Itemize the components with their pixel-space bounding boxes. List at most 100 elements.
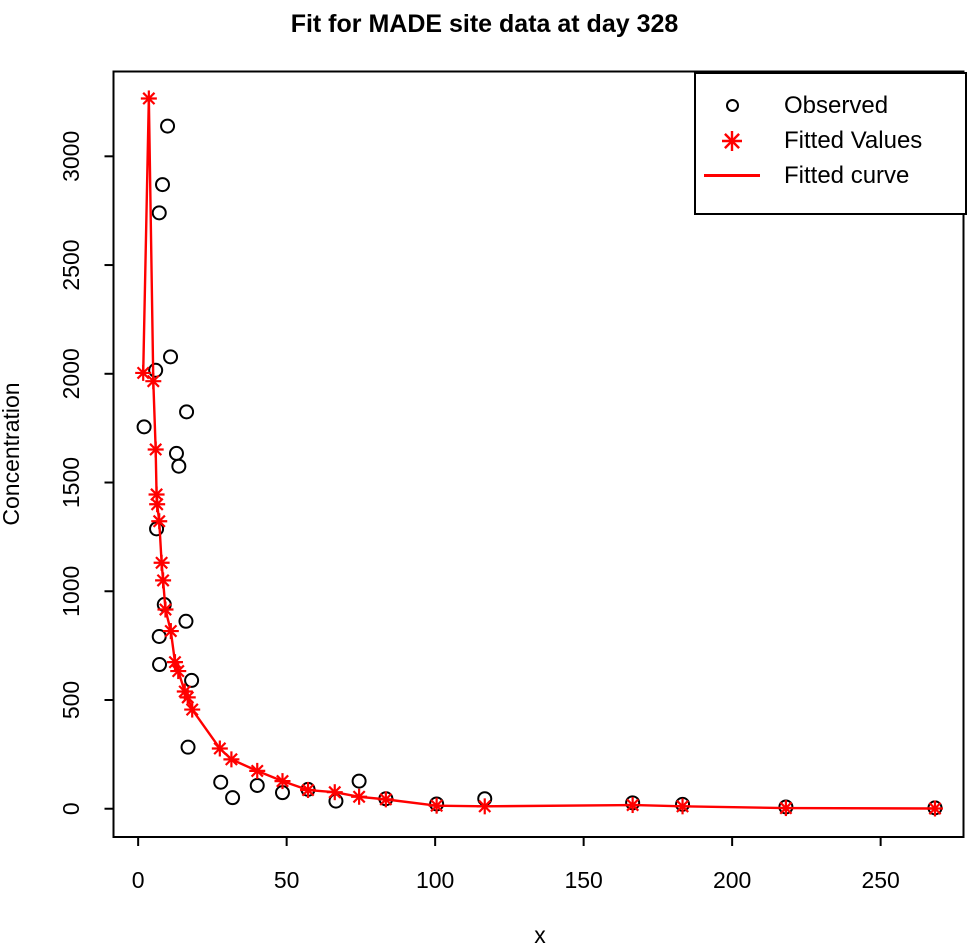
x-axis-tick-label: 150 bbox=[564, 867, 602, 893]
fitted-point bbox=[151, 513, 168, 530]
fitted-point-spoke bbox=[779, 801, 793, 815]
y-axis-title: Concentration bbox=[0, 382, 24, 526]
y-axis-tick-label: 3000 bbox=[58, 131, 84, 182]
observed-point bbox=[136, 419, 152, 435]
fitted-point bbox=[179, 689, 196, 706]
fitted-point bbox=[145, 373, 162, 390]
fitted-point bbox=[147, 441, 164, 458]
x-axis-tick-label: 200 bbox=[713, 867, 751, 893]
fitted-point-spoke bbox=[352, 790, 366, 804]
fitted-point bbox=[300, 782, 317, 799]
fitted-point-spoke bbox=[185, 703, 199, 716]
fitted-point-spoke bbox=[171, 664, 185, 678]
fitted-point bbox=[148, 486, 165, 503]
observed-point bbox=[152, 657, 168, 673]
legend-label-observed: Observed bbox=[784, 91, 889, 119]
fitted-point-spoke bbox=[276, 774, 289, 788]
fitted-point-spoke bbox=[178, 685, 192, 698]
fitted-point bbox=[476, 798, 493, 815]
fitted-point-spoke bbox=[213, 742, 227, 755]
observed-legend-symbol-cell bbox=[696, 99, 768, 112]
observed-point bbox=[151, 205, 167, 221]
fitted-point-spoke bbox=[136, 366, 150, 380]
fitted-point bbox=[777, 800, 794, 817]
observed-point bbox=[180, 739, 196, 755]
observed-point bbox=[213, 774, 229, 790]
fitted-point-spoke bbox=[142, 92, 156, 105]
observed-point bbox=[225, 790, 241, 806]
fitted-point bbox=[428, 797, 445, 814]
fitted-point bbox=[377, 791, 394, 808]
observed-point bbox=[148, 362, 164, 378]
x-axis-tick-label: 250 bbox=[861, 867, 899, 893]
x-axis-tick-label: 100 bbox=[416, 867, 454, 893]
x-axis-tick-label: 50 bbox=[274, 867, 300, 893]
observed-point bbox=[149, 521, 165, 537]
open-circle-icon bbox=[725, 99, 739, 112]
fitted-point-spoke bbox=[301, 783, 315, 797]
observed-point bbox=[351, 773, 367, 789]
x-axis-tick-label: 0 bbox=[132, 867, 145, 893]
fitted-values-legend-symbol-cell bbox=[696, 130, 768, 152]
fitted-point-spoke bbox=[155, 556, 169, 570]
legend-label-fitted-curve: Fitted curve bbox=[784, 161, 910, 189]
observed-point bbox=[168, 445, 184, 461]
fitted-point-spoke bbox=[168, 655, 182, 669]
y-axis-tick-label: 500 bbox=[58, 681, 84, 719]
fitted-point-spoke bbox=[149, 443, 163, 456]
fitted-point bbox=[351, 788, 368, 805]
legend-item-fitted-curve: Fitted curve bbox=[696, 158, 965, 193]
y-axis-tick-label: 1500 bbox=[58, 457, 84, 508]
fitted-point-spoke bbox=[379, 792, 393, 806]
fitted-point-spoke bbox=[164, 624, 178, 638]
observed-point bbox=[179, 404, 195, 420]
observed-point bbox=[155, 177, 171, 193]
observed-point bbox=[163, 349, 179, 365]
fitted-point-spoke bbox=[159, 603, 172, 616]
fitted-point bbox=[326, 784, 343, 801]
fitted-point bbox=[926, 800, 943, 817]
fitted-point bbox=[624, 797, 641, 814]
asterisk-icon bbox=[722, 130, 742, 151]
fitted-point bbox=[674, 798, 691, 815]
fitted-point-spoke bbox=[626, 798, 640, 812]
fitted-point bbox=[149, 496, 166, 513]
fitted-point-spoke bbox=[150, 497, 164, 511]
fitted-curve-legend-symbol-cell bbox=[696, 174, 768, 177]
observed-point bbox=[249, 777, 265, 793]
fitted-point-spoke bbox=[181, 690, 195, 704]
fitted-point-spoke bbox=[478, 799, 492, 813]
fitted-point bbox=[274, 773, 291, 790]
fitted-point bbox=[249, 762, 266, 779]
observed-point bbox=[178, 613, 194, 629]
line-segment-icon bbox=[704, 174, 760, 177]
y-axis-tick-label: 2000 bbox=[58, 348, 84, 399]
y-axis-tick-label: 1000 bbox=[58, 566, 84, 617]
x-axis-title: x bbox=[534, 922, 546, 948]
fitted-point bbox=[155, 572, 172, 589]
fitted-point bbox=[140, 90, 157, 107]
fitted-point bbox=[223, 751, 240, 768]
fitted-point bbox=[211, 740, 228, 757]
y-axis-tick-label: 0 bbox=[58, 802, 84, 815]
fitted-point bbox=[184, 701, 201, 718]
observed-point bbox=[184, 672, 200, 688]
fitted-point-spoke bbox=[430, 799, 444, 813]
y-axis-tick-label: 2500 bbox=[58, 239, 84, 290]
fitted-point bbox=[135, 364, 152, 381]
fitted-point-spoke bbox=[676, 799, 689, 813]
observed-point bbox=[160, 118, 176, 134]
fitted-point-spoke bbox=[328, 785, 342, 799]
fitted-point-spoke bbox=[156, 573, 170, 587]
observed-point bbox=[171, 458, 187, 474]
fitted-point-spoke bbox=[224, 752, 238, 766]
legend: Observed Fitted Values Fitted curve bbox=[694, 72, 967, 215]
plot-box bbox=[112, 70, 965, 838]
fitted-point-spoke bbox=[928, 802, 942, 815]
fitted-point-spoke bbox=[152, 514, 166, 528]
fitted-point bbox=[170, 663, 187, 680]
fitted-point bbox=[153, 554, 170, 571]
fitted-point bbox=[157, 601, 174, 618]
